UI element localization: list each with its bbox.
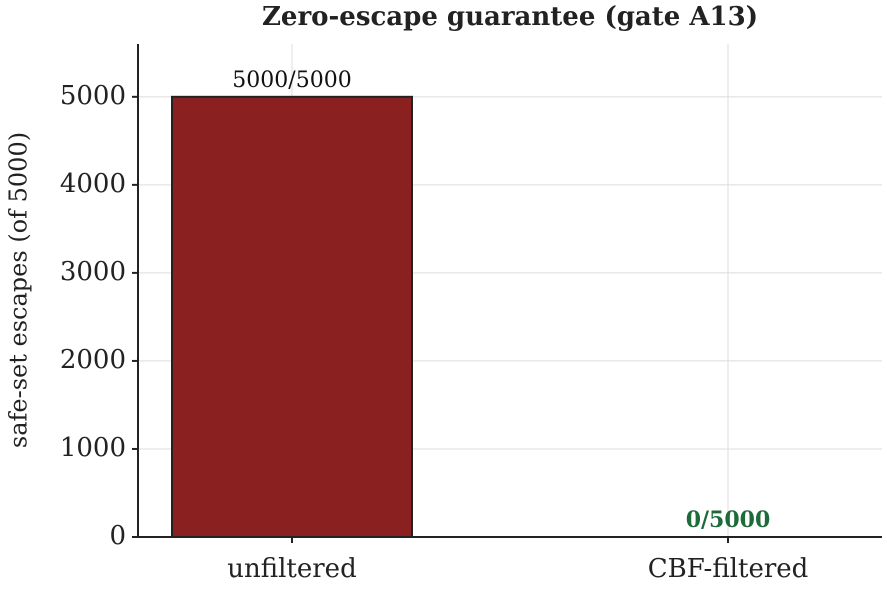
y-tick-label: 5000 (60, 81, 126, 111)
value-label: 5000/5000 (232, 68, 351, 93)
y-tick-label: 4000 (60, 169, 126, 199)
y-tick-label: 3000 (60, 257, 126, 287)
bar (171, 95, 413, 538)
x-tick-label: unfiltered (227, 554, 356, 584)
y-tick-label: 2000 (60, 345, 126, 375)
chart-title: Zero-escape guarantee (gate A13) (262, 2, 758, 32)
y-axis-label: safe-set escapes (of 5000) (5, 132, 33, 448)
value-label: 0/5000 (686, 507, 771, 533)
y-tick-label: 1000 (60, 433, 126, 463)
y-tick-label: 0 (109, 521, 126, 551)
x-tick-label: CBF-filtered (648, 554, 809, 584)
